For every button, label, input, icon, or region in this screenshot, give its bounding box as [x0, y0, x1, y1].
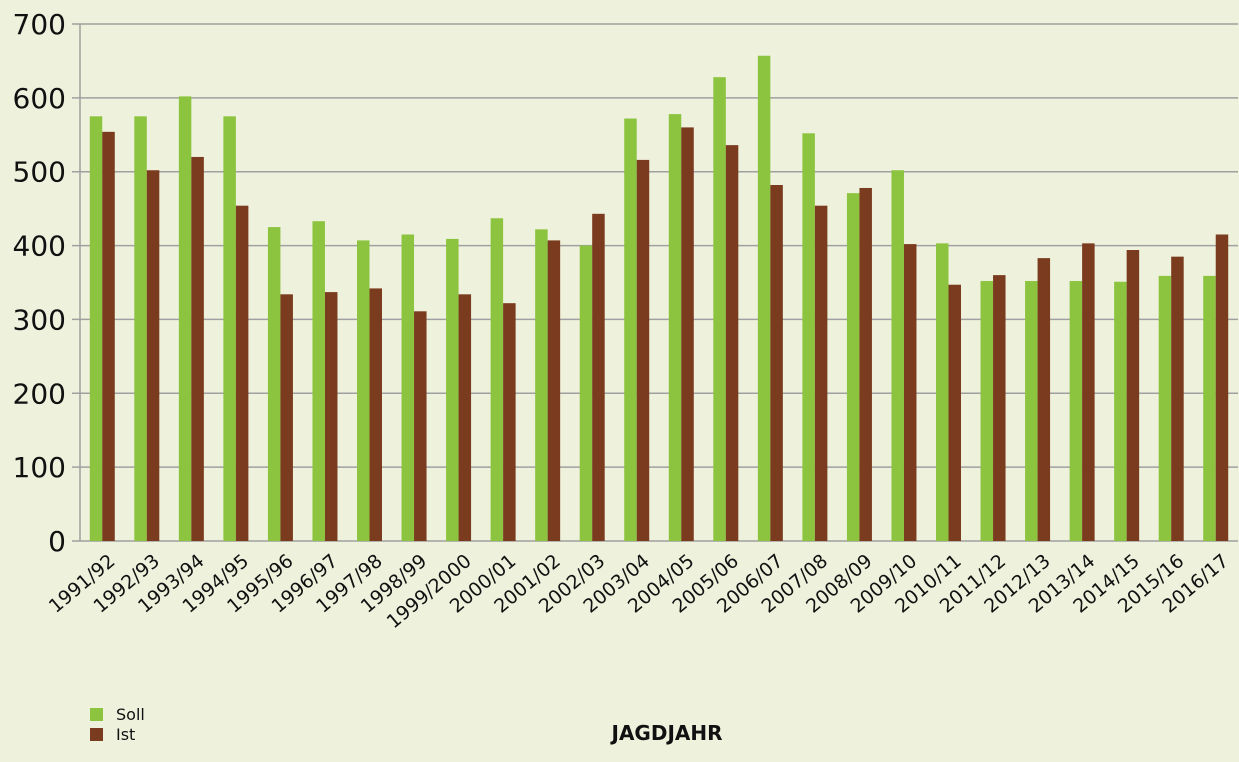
bar	[993, 275, 1006, 541]
y-tick-label: 200	[13, 377, 66, 410]
bar	[980, 281, 994, 541]
y-tick-label: 500	[13, 156, 66, 189]
bar	[713, 77, 726, 542]
legend-swatch	[90, 728, 103, 741]
y-tick-label: 0	[48, 525, 66, 558]
legend-label: Ist	[116, 725, 135, 744]
y-tick-label: 400	[13, 230, 66, 263]
bar	[267, 227, 281, 541]
bar	[814, 205, 828, 541]
bar	[1069, 281, 1083, 541]
bar	[1158, 275, 1172, 541]
bar	[324, 292, 338, 541]
bar	[535, 229, 548, 541]
bar	[636, 159, 650, 541]
bar	[312, 221, 325, 541]
bar	[624, 118, 637, 541]
bar	[280, 294, 293, 541]
bar	[178, 96, 192, 541]
bar	[592, 213, 605, 541]
bar	[369, 288, 382, 541]
bar	[458, 294, 472, 541]
y-tick-label: 700	[13, 8, 66, 41]
bar	[401, 234, 415, 541]
bar	[1215, 234, 1229, 541]
bar	[668, 114, 682, 541]
bar	[134, 116, 147, 542]
y-tick-label: 100	[13, 451, 66, 484]
bar	[357, 240, 370, 541]
bar	[859, 187, 872, 541]
bar	[414, 311, 427, 541]
bar	[891, 170, 904, 542]
bar	[1025, 281, 1038, 541]
legend-swatch	[90, 708, 103, 721]
bar	[1037, 258, 1051, 541]
bar	[490, 218, 504, 541]
bar	[102, 131, 115, 541]
bar	[903, 244, 917, 541]
x-axis-title: JAGDJAHR	[610, 721, 723, 745]
bar	[802, 133, 815, 541]
bar	[235, 205, 249, 541]
y-tick-label: 600	[13, 82, 66, 115]
bar	[725, 145, 739, 541]
bar	[446, 238, 459, 541]
bar	[1082, 243, 1095, 541]
bar	[846, 193, 860, 541]
bar	[1114, 281, 1127, 541]
bar	[146, 170, 160, 542]
y-tick-label: 300	[13, 303, 66, 336]
bar	[223, 116, 236, 542]
legend-label: Soll	[116, 705, 145, 724]
bar	[1171, 256, 1184, 541]
bar	[948, 284, 961, 541]
bar	[579, 245, 593, 542]
bar	[681, 127, 694, 542]
bar	[503, 303, 516, 541]
bar	[1126, 250, 1140, 541]
bar	[757, 55, 771, 541]
bar	[191, 156, 204, 541]
bar	[936, 243, 949, 541]
bar	[770, 185, 783, 541]
bar	[547, 240, 561, 541]
bar	[1203, 275, 1216, 541]
bar	[89, 116, 103, 542]
